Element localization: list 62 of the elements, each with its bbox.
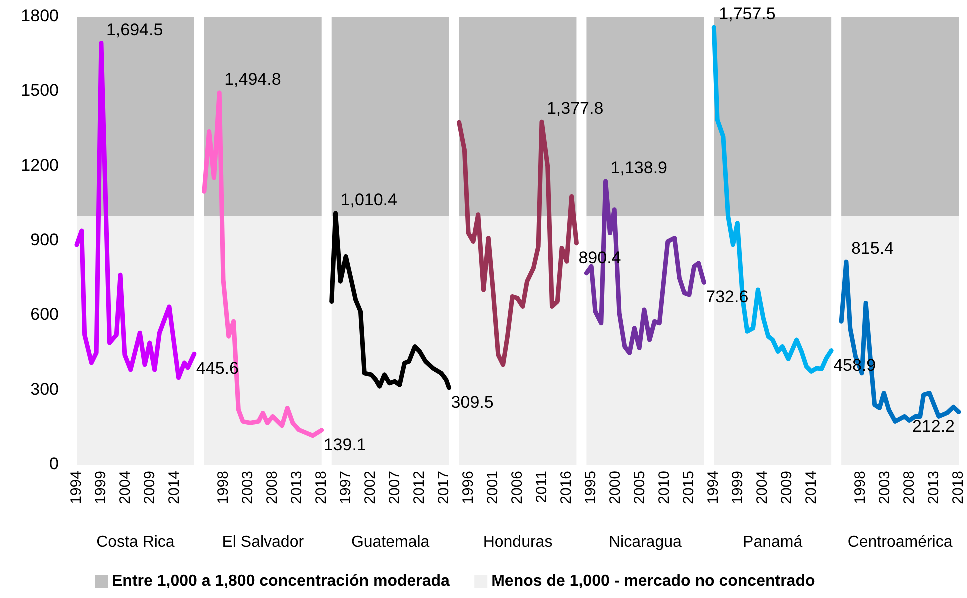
x-tick-label: 2011 bbox=[533, 471, 550, 504]
x-tick-label: 2010 bbox=[656, 471, 673, 504]
x-tick-label: 2009 bbox=[778, 471, 796, 504]
x-tick-label: 2008 bbox=[901, 471, 918, 504]
x-tick-label: 2017 bbox=[435, 471, 452, 504]
y-tick-label: 1500 bbox=[21, 81, 59, 100]
x-tick-label: 1995 bbox=[582, 471, 600, 504]
data-label: 1,757.5 bbox=[719, 4, 776, 24]
data-label: 815.4 bbox=[851, 239, 894, 258]
x-tick-label: 2002 bbox=[362, 471, 379, 504]
data-label: 1,694.5 bbox=[106, 20, 164, 40]
x-tick-label: 2003 bbox=[239, 471, 256, 504]
y-tick-label: 1800 bbox=[21, 6, 59, 26]
x-tick-label: 2014 bbox=[802, 471, 820, 504]
y-tick-label: 300 bbox=[30, 380, 59, 399]
x-axis-title: El Salvador bbox=[222, 534, 305, 552]
y-tick-label: 0 bbox=[50, 454, 59, 474]
x-tick-label: 2006 bbox=[508, 471, 526, 504]
line-series bbox=[74, 41, 197, 380]
data-label: 309.5 bbox=[451, 392, 494, 412]
x-tick-label: 1994 bbox=[68, 471, 85, 504]
x-tick-label: 2009 bbox=[141, 471, 158, 504]
y-tick-label: 1200 bbox=[21, 156, 59, 175]
x-tick-label: 2013 bbox=[288, 471, 306, 504]
x-tick-label: 2008 bbox=[264, 471, 281, 504]
x-tick-label: 1994 bbox=[705, 471, 722, 504]
x-tick-label: 2007 bbox=[386, 471, 404, 504]
data-label: 1,377.8 bbox=[546, 99, 604, 118]
x-tick-label: 1998 bbox=[852, 471, 870, 504]
x-tick-label: 2016 bbox=[558, 471, 575, 504]
x-tick-label: 1997 bbox=[338, 471, 355, 504]
data-label: 1,010.4 bbox=[340, 190, 398, 210]
x-tick-label: 2012 bbox=[410, 471, 428, 504]
x-tick-label: 2018 bbox=[312, 471, 330, 504]
data-label: 139.1 bbox=[324, 435, 366, 454]
x-axis-title: Panamá bbox=[743, 534, 803, 552]
x-tick-label: 2013 bbox=[926, 471, 943, 504]
legend-label: Menos de 1,000 - mercado no concentrado bbox=[492, 573, 816, 590]
x-tick-label: 2018 bbox=[950, 471, 967, 504]
x-tick-label: 2001 bbox=[484, 471, 502, 504]
x-axis-title: Costa Rica bbox=[96, 534, 175, 552]
legend-label: Entre 1,000 a 1,800 concentración moderada bbox=[112, 573, 450, 590]
x-tick-label: 1999 bbox=[92, 471, 110, 504]
x-tick-label: 2003 bbox=[876, 471, 894, 504]
data-label: 1,138.9 bbox=[610, 158, 668, 178]
data-label: 212.2 bbox=[912, 417, 955, 436]
x-tick-label: 1998 bbox=[214, 471, 232, 504]
x-tick-label: 2015 bbox=[680, 471, 698, 504]
x-tick-label: 1996 bbox=[460, 471, 478, 504]
y-tick-label: 900 bbox=[30, 230, 59, 250]
x-axis-title: Nicaragua bbox=[608, 534, 682, 552]
x-tick-label: 1999 bbox=[730, 471, 747, 504]
x-tick-label: 2005 bbox=[632, 471, 649, 504]
x-axis-title: Guatemala bbox=[351, 534, 430, 552]
y-tick-label: 600 bbox=[30, 305, 59, 324]
x-tick-label: 2014 bbox=[166, 471, 183, 504]
x-tick-label: 2004 bbox=[116, 471, 134, 504]
x-tick-label: 2004 bbox=[754, 471, 772, 504]
data-label: 1,494.8 bbox=[224, 70, 282, 89]
x-axis-title: Centroamérica bbox=[848, 534, 953, 552]
x-axis-title: Honduras bbox=[483, 534, 553, 552]
x-tick-label: 2000 bbox=[607, 471, 624, 504]
